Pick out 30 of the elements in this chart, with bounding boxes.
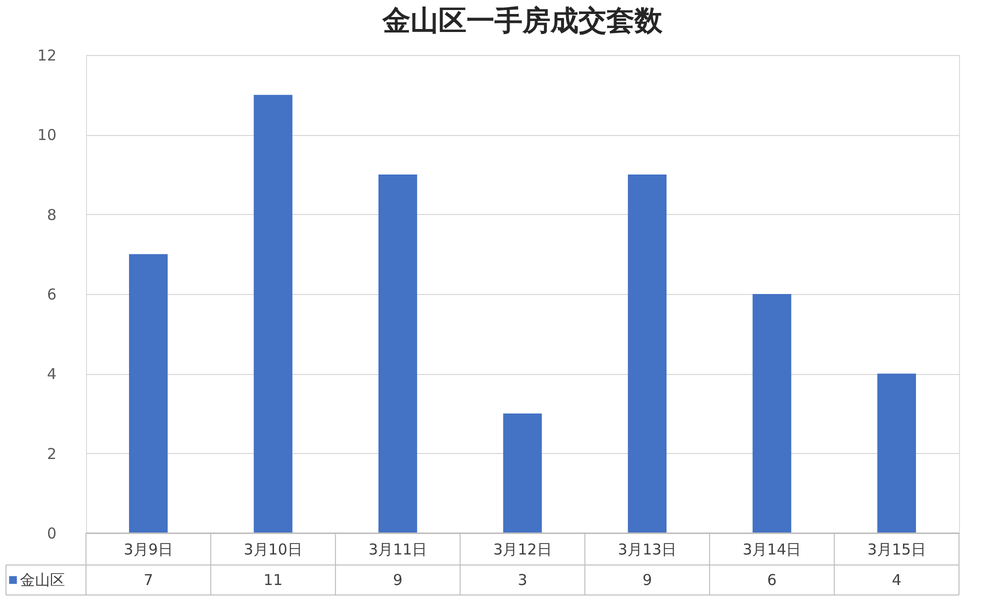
y-tick-label: 0	[46, 524, 56, 542]
data-label: 4	[892, 571, 902, 589]
bar	[752, 294, 792, 533]
y-tick-label: 6	[46, 286, 56, 304]
y-tick-label: 8	[46, 206, 56, 224]
bar	[628, 174, 667, 533]
bar	[254, 94, 292, 533]
x-tick-label: 3月15日	[867, 540, 926, 558]
y-tick-label: 10	[37, 126, 56, 144]
x-tick-label: 3月9日	[124, 540, 173, 558]
x-tick-label: 3月10日	[244, 540, 302, 558]
data-label: 9	[642, 571, 652, 589]
x-tick-label: 3月12日	[493, 540, 552, 558]
bar	[378, 174, 418, 533]
x-tick-label: 3月13日	[618, 540, 677, 558]
y-tick-label: 12	[37, 46, 56, 64]
legend-label: 金山区	[20, 571, 65, 589]
data-label: 3	[518, 571, 528, 589]
y-tick-label: 4	[46, 365, 56, 384]
chart-title: 金山区一手房成交套数	[382, 4, 664, 37]
bar	[877, 374, 916, 533]
y-tick-label: 2	[46, 444, 56, 463]
x-tick-label: 3月14日	[742, 540, 802, 558]
bar	[503, 414, 542, 533]
data-label: 11	[264, 571, 283, 589]
x-tick-label: 3月11日	[368, 540, 428, 558]
data-label: 7	[144, 571, 154, 589]
data-label: 9	[393, 571, 403, 589]
bar	[129, 254, 168, 533]
data-label: 6	[767, 571, 777, 589]
